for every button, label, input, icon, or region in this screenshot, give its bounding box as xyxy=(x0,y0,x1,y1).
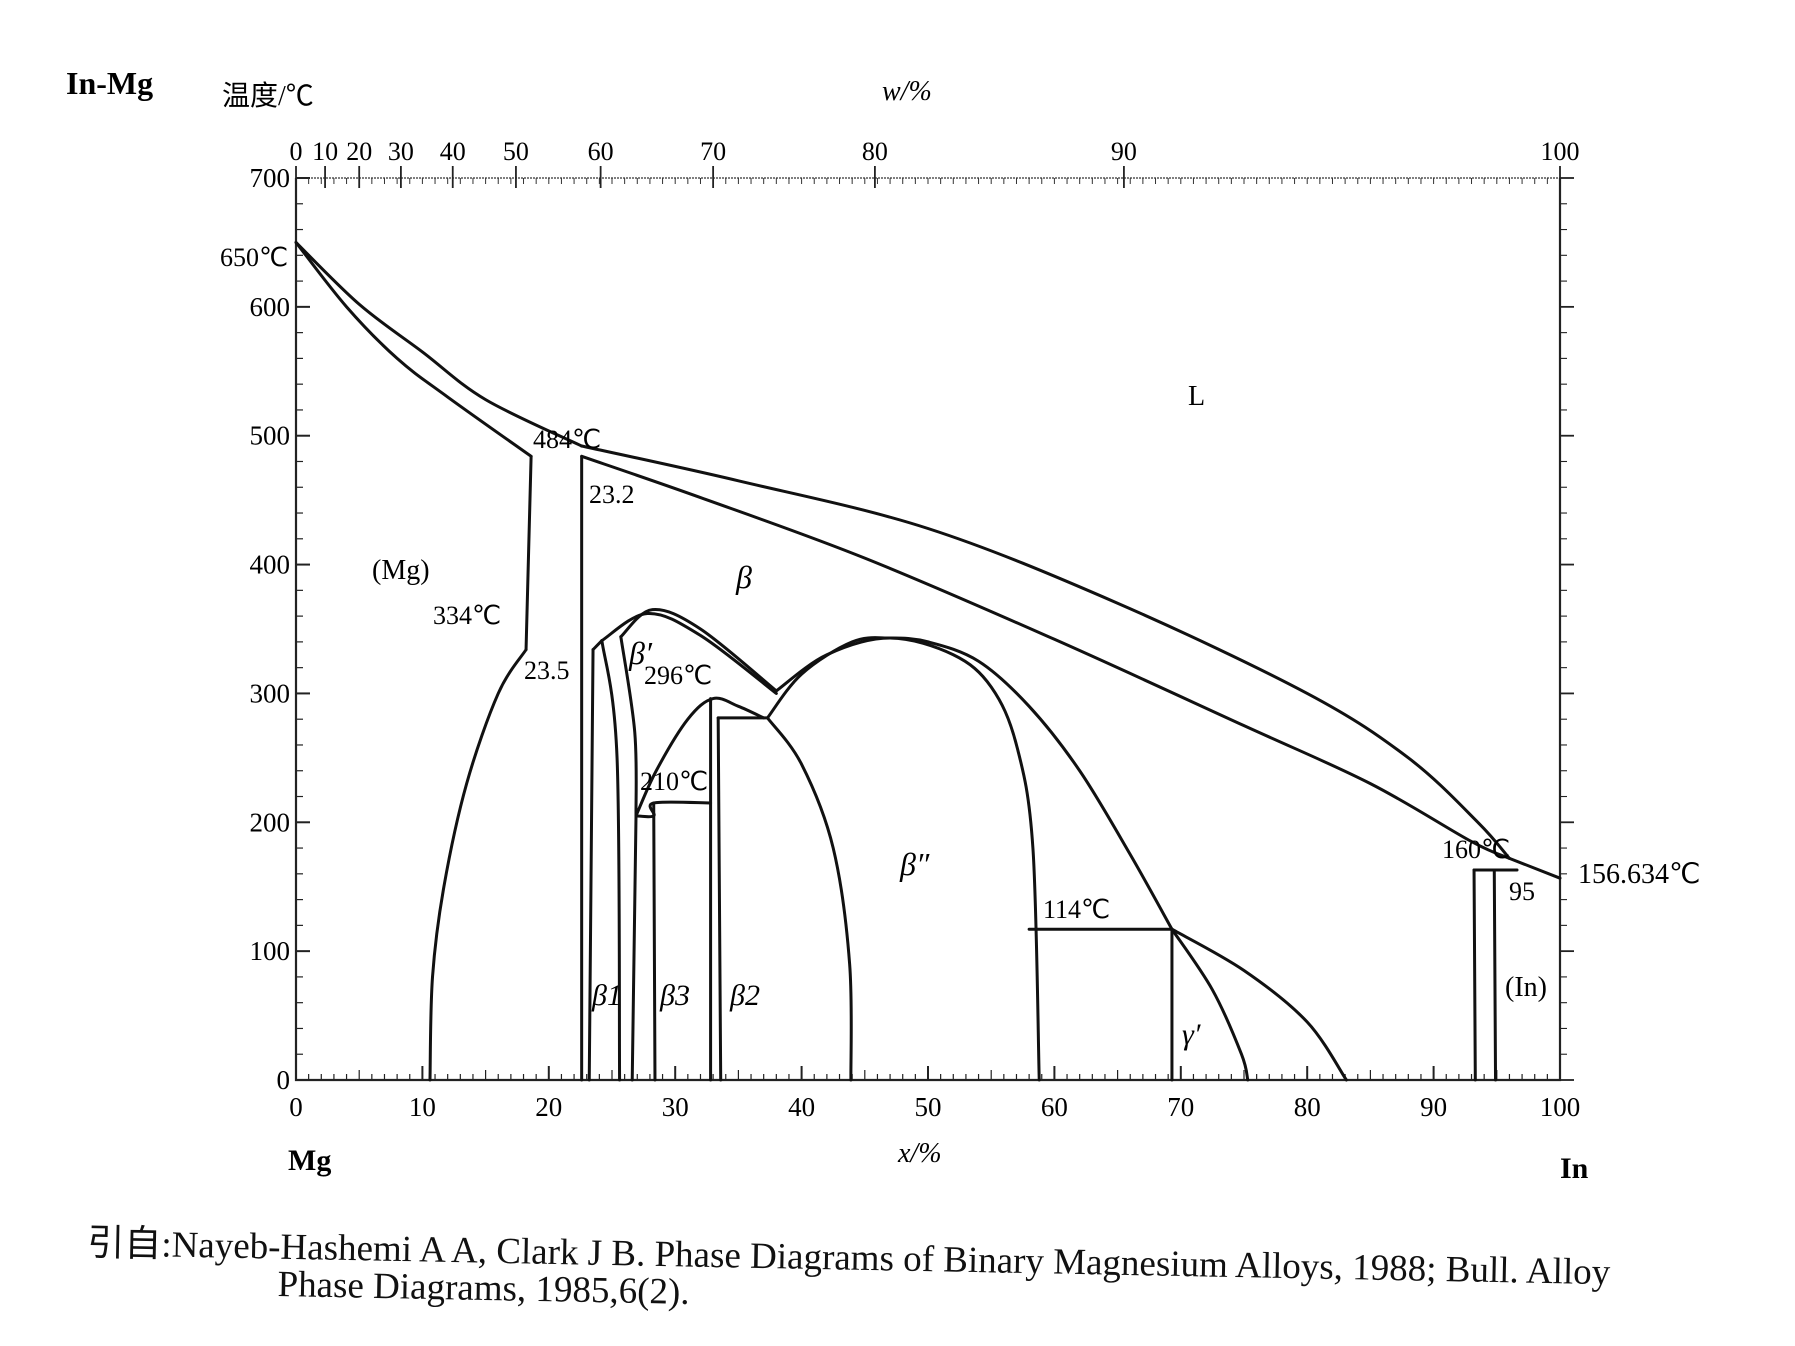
phase-label-beta: β xyxy=(735,559,752,595)
y-tick-label: 100 xyxy=(250,936,291,966)
citation-line-2: Phase Diagrams, 1985,6(2). xyxy=(277,1263,690,1313)
top-tick-label: 80 xyxy=(862,137,888,166)
x-tick-label: 80 xyxy=(1294,1092,1321,1122)
y-tick-label: 600 xyxy=(250,292,291,322)
phase-label-beta3: β3 xyxy=(659,979,690,1012)
top-tick-label: 90 xyxy=(1111,137,1137,166)
annotation-210: 210℃ xyxy=(640,767,708,796)
x-tick-label: 90 xyxy=(1420,1092,1447,1122)
x-tick-label: 50 xyxy=(915,1092,942,1122)
boundary-beta-prime-inner xyxy=(619,608,778,693)
y-tick-label: 400 xyxy=(250,550,291,580)
top-tick-label: 50 xyxy=(503,137,529,166)
top-tick-label: 30 xyxy=(388,137,414,166)
annotation-296: 296℃ xyxy=(644,661,712,690)
boundary-in-right xyxy=(1492,868,1498,1082)
annotation-156: 156.634℃ xyxy=(1578,859,1700,890)
top-tick-label: 0 xyxy=(290,137,303,166)
axis-ticks: 0 10 20 30 40 50 60 70 80 90 100010020030040050060… xyxy=(250,137,1581,1122)
annotation-484: 484℃ xyxy=(533,425,601,454)
top-tick-label: 40 xyxy=(440,137,466,166)
top-tick-label: 10 xyxy=(312,137,338,166)
phase-label-in: (In) xyxy=(1505,972,1547,1003)
boundary-beta1-left xyxy=(587,648,595,1082)
top-tick-label: 70 xyxy=(700,137,726,166)
element-left-label: Mg xyxy=(288,1144,331,1177)
boundary-solidus-beta xyxy=(580,454,1511,860)
x-tick-label: 60 xyxy=(1041,1092,1068,1122)
phase-label-beta1: β1 xyxy=(591,979,622,1012)
x-tick-label: 70 xyxy=(1167,1092,1194,1122)
boundary-gamma-right xyxy=(1170,927,1250,1082)
boundary-beta-prime-left xyxy=(619,635,638,818)
boundary-beta2-right xyxy=(716,716,723,1082)
chart-title: In-Mg xyxy=(66,65,153,101)
x-axis-label: x/% xyxy=(897,1138,942,1169)
annotation-334: 334℃ xyxy=(433,601,501,630)
y-tick-label: 700 xyxy=(250,163,291,193)
boundary-liquidus-beta xyxy=(580,444,1511,860)
boundary-beta-dd-inner xyxy=(774,636,1041,1082)
boundary-beta-prime-outer xyxy=(600,612,778,695)
y-tick-label: 500 xyxy=(250,421,291,451)
x-tick-label: 40 xyxy=(788,1092,815,1122)
boundary-liquidus-mg xyxy=(294,240,584,448)
x-tick-label: 10 xyxy=(409,1092,436,1122)
annotation-160: 160℃ xyxy=(1442,835,1510,864)
x-tick-label: 30 xyxy=(662,1092,689,1122)
boundary-in-left xyxy=(1472,868,1477,1082)
top-tick-label: 20 xyxy=(346,137,372,166)
element-right-label: In xyxy=(1560,1152,1589,1185)
phase-label-beta2: β2 xyxy=(729,979,760,1012)
boundary-liquidus-in xyxy=(1507,856,1562,880)
boundary-solidus-mg xyxy=(294,240,533,458)
boundary-beta1-top xyxy=(591,639,604,652)
boundary-mg-solvus xyxy=(428,648,528,1082)
phase-label-gamma-prime: γ′ xyxy=(1182,1018,1201,1051)
annotation-23-2: 23.2 xyxy=(589,480,635,509)
y-axis-label: 温度/℃ xyxy=(222,80,314,112)
x-tick-label: 100 xyxy=(1540,1092,1581,1122)
boundary-beta2-solvus xyxy=(765,716,853,1082)
boundary-mg-boundary xyxy=(524,454,533,652)
phase-label-beta-double-prime: β″ xyxy=(899,846,930,882)
top-tick-label: 100 xyxy=(1541,137,1580,166)
phase-label-mg: (Mg) xyxy=(372,555,430,586)
boundary-beta3-right xyxy=(652,801,657,1082)
annotation-95: 95 xyxy=(1509,877,1535,906)
x-tick-label: 0 xyxy=(289,1092,303,1122)
phase-label-L: L xyxy=(1188,381,1205,412)
boundary-beta2-dome xyxy=(634,696,766,818)
boundary-gamma-outer xyxy=(1170,927,1348,1082)
phase-boundaries xyxy=(294,240,1562,1082)
annotation-23-5: 23.5 xyxy=(524,656,570,685)
y-tick-label: 200 xyxy=(250,807,291,837)
boundary-beta-dd-dome xyxy=(765,636,1174,931)
annotation-114: 114℃ xyxy=(1043,895,1110,924)
y-tick-label: 300 xyxy=(250,678,291,708)
phase-label-beta-prime: β′ xyxy=(628,635,653,671)
top-axis-label: w/% xyxy=(882,76,932,107)
y-tick-label: 0 xyxy=(277,1065,291,1095)
top-tick-label: 60 xyxy=(588,137,614,166)
x-tick-label: 20 xyxy=(535,1092,562,1122)
annotation-650: 650℃ xyxy=(220,243,288,272)
boundary-beta1-right xyxy=(600,639,622,1082)
boundary-beta3-left xyxy=(630,814,638,1082)
boundary-beta3-top xyxy=(634,800,713,819)
